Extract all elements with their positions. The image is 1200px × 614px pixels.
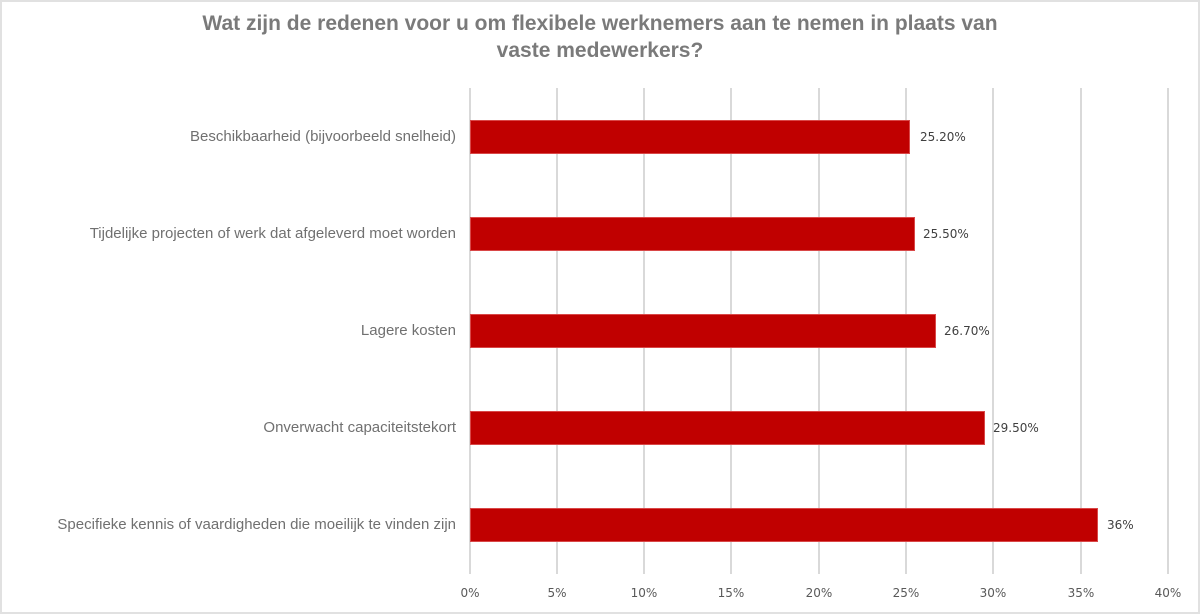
bar-onverwacht-capaciteitstekort [470, 411, 985, 445]
x-tick: 5% [547, 586, 567, 600]
x-tick: 40% [1154, 586, 1182, 600]
x-tick: 0% [460, 586, 480, 600]
data-label: 29.50% [993, 421, 1039, 435]
category-label: Beschikbaarheid (bijvoorbeeld snelheid) [190, 128, 456, 145]
category-label: Lagere kosten [360, 322, 456, 339]
x-tick: 10% [630, 586, 658, 600]
bar-lagere-kosten [470, 314, 936, 348]
x-tick: 30% [979, 586, 1007, 600]
category-label: Tijdelijke projecten of werk dat afgelev… [89, 225, 456, 242]
gridline-35 [1080, 88, 1082, 574]
chart-title-line-1: Wat zijn de redenen voor u om flexibele … [202, 12, 998, 35]
data-label: 36% [1107, 518, 1134, 532]
data-label: 26.70% [944, 324, 990, 338]
x-tick: 25% [892, 586, 920, 600]
bar-beschikbaarheid [470, 120, 910, 154]
bar-specifieke-kennis [470, 508, 1098, 542]
x-tick: 15% [717, 586, 745, 600]
chart-title-line-2: vaste medewerkers? [496, 39, 704, 62]
gridline-30 [992, 88, 994, 574]
bar-tijdelijke-projecten [470, 217, 915, 251]
chart-title: Wat zijn de redenen voor u om flexibele … [0, 10, 1200, 64]
category-label: Specifieke kennis of vaardigheden die mo… [57, 516, 456, 533]
x-tick: 20% [805, 586, 833, 600]
gridline-40 [1167, 88, 1169, 574]
data-label: 25.20% [920, 130, 966, 144]
category-label: Onverwacht capaciteitstekort [263, 419, 456, 436]
data-label: 25.50% [923, 227, 969, 241]
x-tick: 35% [1067, 586, 1095, 600]
